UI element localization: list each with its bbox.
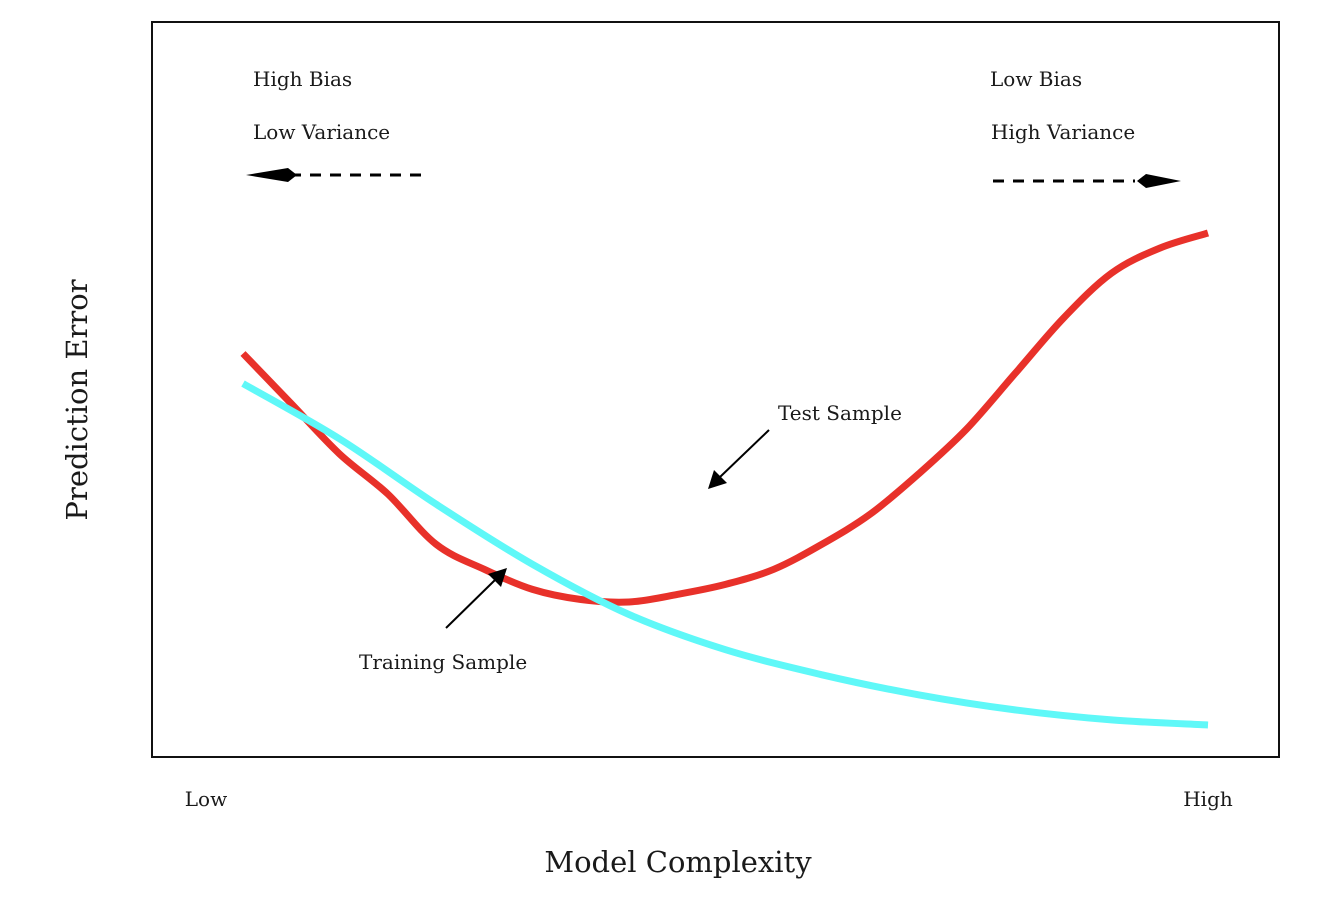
x-tick-label-high: High	[1183, 787, 1233, 811]
right-dashed-arrow-icon	[993, 174, 1181, 188]
low-variance-label: Low Variance	[253, 120, 390, 144]
training-sample-label: Training Sample	[359, 650, 527, 674]
high-bias-label: High Bias	[253, 67, 352, 91]
low-bias-label: Low Bias	[990, 67, 1082, 91]
test-pointer-arrow-icon	[708, 429, 770, 489]
training-pointer-arrow-icon	[445, 568, 507, 629]
y-axis-title: Prediction Error	[60, 279, 94, 520]
left-dashed-arrow-icon	[246, 168, 428, 182]
test-sample-curve	[240, 229, 1210, 606]
plot-frame	[151, 21, 1280, 758]
x-tick-label-low: Low	[185, 787, 227, 811]
high-variance-label: High Variance	[991, 120, 1135, 144]
x-axis-title: Model Complexity	[544, 845, 812, 879]
test-sample-label: Test Sample	[778, 401, 902, 425]
training-sample-curve	[241, 380, 1209, 729]
